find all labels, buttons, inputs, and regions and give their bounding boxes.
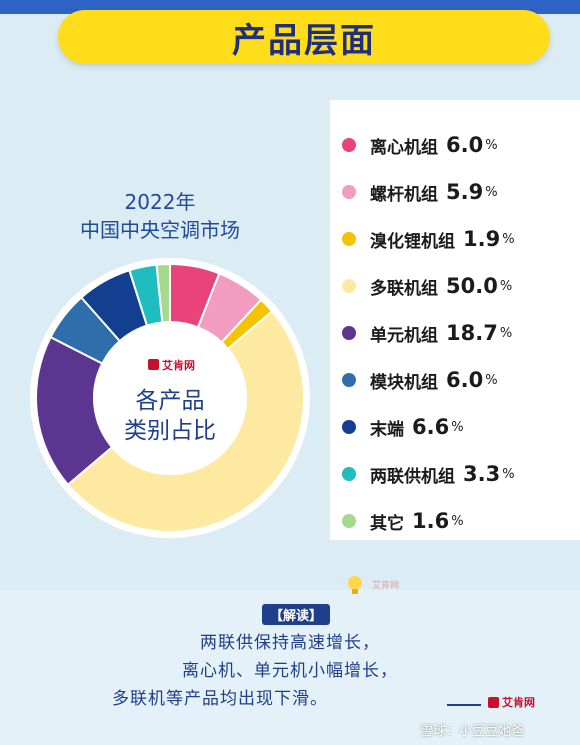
center-logo: 艾肯网 [148,358,195,372]
chart-title-year: 2022年 [124,190,196,214]
note-tag: 【解读】 [262,604,331,625]
legend-unit: % [502,466,515,482]
legend-item: 单元机组 18.7% [342,318,512,348]
legend-value: 5.9 [446,180,484,204]
legend-value: 1.9 [463,227,501,251]
title-banner: 产品层面 [58,10,550,64]
legend-label: 其它 [370,513,404,534]
legend-item: 多联机组 50.0% [342,271,512,301]
legend-item: 两联供机组 3.3% [342,459,515,489]
center-label-line2: 类别占比 [124,418,216,444]
legend-value: 6.6 [412,415,450,439]
small-watermark: 艾肯网 [372,581,400,591]
legend-unit: % [485,372,498,388]
legend-label: 螺杆机组 [370,184,438,205]
legend-value: 1.6 [412,509,450,533]
chart-title-market: 中国中央空调市场 [80,218,240,242]
legend-swatch [342,420,356,434]
donut-chart: 艾肯网 各产品 类别占比 [30,258,310,538]
legend-item: 溴化锂机组 1.9% [342,224,515,254]
legend-item: 其它 1.6% [342,506,464,536]
center-logo-mark [148,359,159,370]
chart-title: 2022年 中国中央空调市场 [40,188,280,244]
legend-swatch [342,279,356,293]
legend-label: 多联机组 [370,278,438,299]
legend-label: 末端 [370,419,404,440]
note-logo-text: 艾肯网 [502,696,535,709]
legend-unit: % [451,419,464,435]
legend-unit: % [502,231,515,247]
bottom-watermark: 雪球：小豆豆她爸 [420,724,525,739]
legend-value: 6.0 [446,368,484,392]
legend-item: 螺杆机组 5.9% [342,177,498,207]
note-line-1: 两联供保持高速增长， [200,633,380,653]
legend-unit: % [499,278,513,294]
legend-label: 两联供机组 [370,466,455,487]
note-logo-mark [488,696,499,708]
legend-item: 离心机组 6.0% [342,130,498,160]
legend-label: 溴化锂机组 [370,231,455,252]
center-label-line1: 各产品 [136,388,205,414]
legend-item: 模块机组 6.0% [342,365,498,395]
legend-swatch [342,467,356,481]
note-logo: 艾肯网 [488,694,535,710]
note-line-3: 多联机等产品均出现下滑。 [112,689,328,709]
note-line-2: 离心机、单元机小幅增长， [182,661,398,681]
legend-unit: % [485,137,498,153]
legend-value: 3.3 [463,462,501,486]
legend-swatch [342,232,356,246]
legend-value: 50.0 [446,274,498,298]
legend-swatch [342,185,356,199]
legend-label: 离心机组 [370,137,438,158]
page-title: 产品层面 [232,20,376,61]
legend-value: 6.0 [446,133,484,157]
legend-label: 模块机组 [370,372,438,393]
legend-unit: % [499,325,513,341]
legend-unit: % [485,184,498,200]
legend-value: 18.7 [446,321,498,345]
legend-unit: % [451,513,464,529]
legend-swatch [342,373,356,387]
legend-swatch [342,514,356,528]
legend-swatch [342,326,356,340]
center-logo-text: 艾肯网 [162,358,195,372]
donut-hole [94,322,246,474]
legend-label: 单元机组 [370,325,438,346]
legend-panel: 离心机组 6.0% 螺杆机组 5.9% 溴化锂机组 1.9% 多联机组 50.0% 单元机组 18… [330,100,580,540]
donut-slices [35,262,305,533]
note-dash [447,704,481,706]
legend-item: 末端 6.6% [342,412,464,442]
lightbulb-icon [348,576,362,594]
legend-swatch [342,138,356,152]
